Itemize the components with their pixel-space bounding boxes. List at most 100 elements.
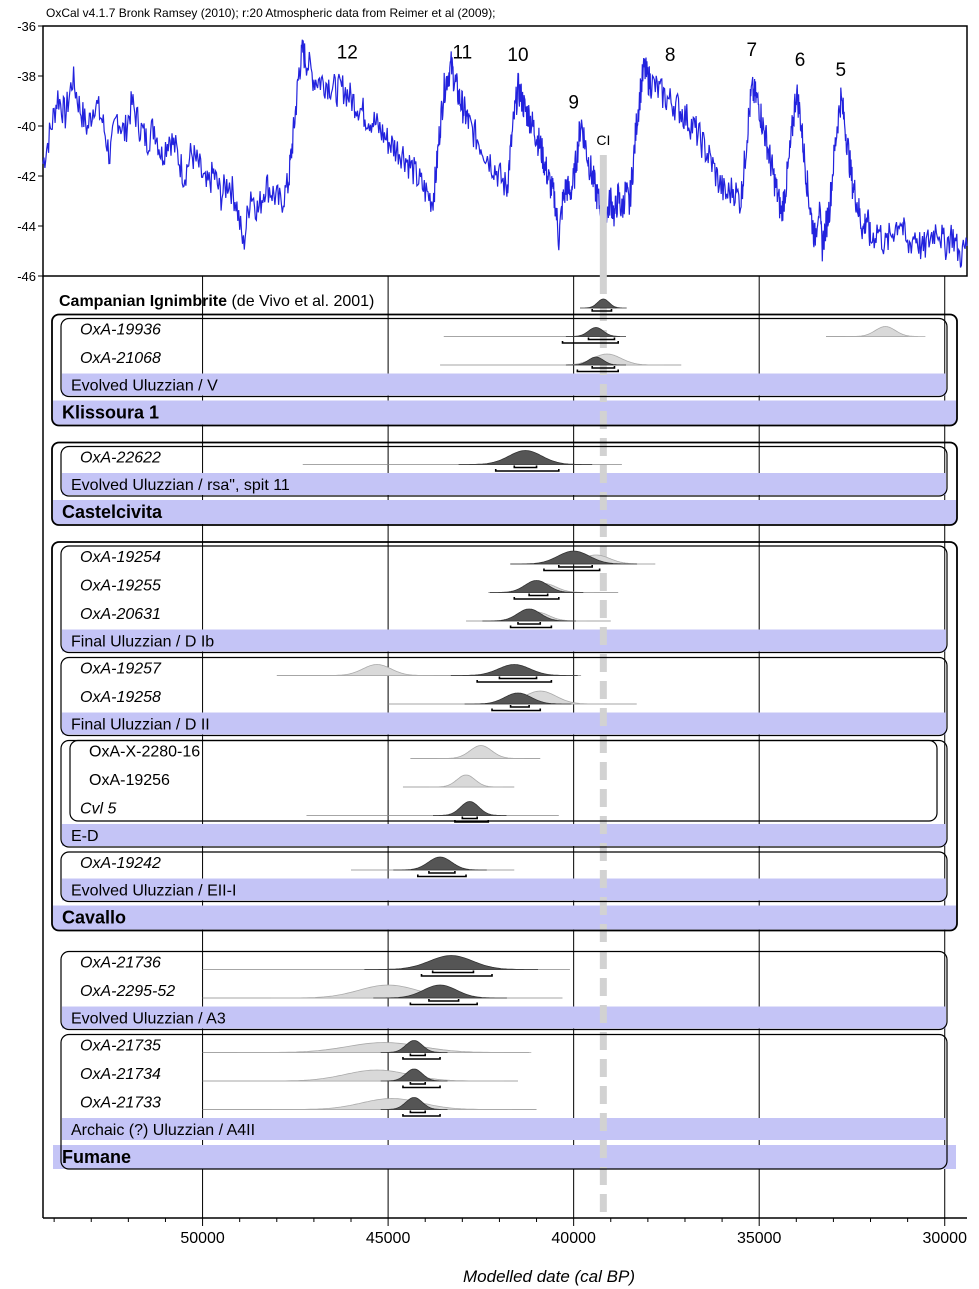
event-label: 8 xyxy=(665,45,676,66)
range-bracket xyxy=(409,1110,427,1114)
posterior-distribution xyxy=(450,664,578,676)
posterior-distribution xyxy=(393,856,487,871)
phase-band xyxy=(62,1006,946,1029)
posterior-distribution xyxy=(364,955,538,970)
phase-band xyxy=(62,473,946,495)
y-tick-label: -42 xyxy=(17,169,36,184)
x-tick-label: 35000 xyxy=(737,1230,782,1247)
sample-label: OxA-19242 xyxy=(80,855,161,872)
y-tick-label: -40 xyxy=(17,119,36,134)
phase-label: Archaic (?) Uluzzian / A4II xyxy=(71,1122,255,1139)
phase-band xyxy=(62,373,946,396)
group-box xyxy=(60,656,948,737)
posterior-distribution xyxy=(580,298,627,309)
range-bracket xyxy=(409,1002,478,1006)
posterior-distribution xyxy=(380,1040,448,1053)
posterior-distribution xyxy=(380,1097,448,1110)
event-label: 11 xyxy=(452,43,472,64)
sample-label: OxA-22622 xyxy=(80,450,161,467)
sample-label: OxA-19257 xyxy=(80,661,162,678)
x-axis-label: Modelled date (cal BP) xyxy=(463,1267,635,1286)
group-box xyxy=(51,541,958,932)
prior-distribution xyxy=(437,745,525,759)
x-tick-label: 40000 xyxy=(551,1230,596,1247)
range-bracket xyxy=(517,622,542,625)
site-band xyxy=(53,400,956,425)
x-tick-label: 45000 xyxy=(366,1230,411,1247)
site-band xyxy=(53,500,956,524)
phase-band xyxy=(62,629,946,652)
event-label: 7 xyxy=(746,40,757,61)
sample-label: OxA-21735 xyxy=(80,1038,161,1055)
sample-label: OxA-19254 xyxy=(80,549,161,566)
sample-label: OxA-19258 xyxy=(80,689,161,706)
phase-label: Evolved Uluzzian / EII-I xyxy=(71,883,236,900)
prior-distribution xyxy=(237,1042,532,1053)
sample-label: Campanian Ignimbrite (de Vivo et al. 200… xyxy=(59,293,374,310)
posterior-distribution xyxy=(464,692,572,705)
range-bracket xyxy=(528,593,549,597)
range-bracket xyxy=(428,871,456,874)
posterior-distribution xyxy=(373,984,507,999)
group-box xyxy=(69,739,938,822)
prior-distribution xyxy=(250,1069,504,1082)
prior-distribution xyxy=(845,326,926,337)
range-bracket xyxy=(402,1114,441,1117)
prior-distribution xyxy=(271,1098,513,1110)
posterior-distribution xyxy=(380,1068,448,1082)
group-box xyxy=(60,545,948,654)
prior-distribution xyxy=(429,774,503,788)
range-bracket xyxy=(576,369,619,373)
x-axis: 50000 45000 40000 35000 30000 xyxy=(42,276,967,1247)
range-bracket xyxy=(491,708,542,712)
sample-label: OxA-21733 xyxy=(80,1095,161,1112)
y-tick-label: -36 xyxy=(17,19,36,34)
event-label: 9 xyxy=(568,93,579,114)
sample-label: OxA-21068 xyxy=(80,350,161,367)
x-tick-label: 50000 xyxy=(180,1230,225,1247)
range-bracket xyxy=(509,625,553,629)
site-band xyxy=(53,905,956,930)
phase-band xyxy=(62,824,946,846)
posterior-distribution xyxy=(565,356,626,366)
range-bracket xyxy=(428,999,460,1002)
sample-label: OxA-19256 xyxy=(89,772,170,789)
range-bracket xyxy=(509,705,530,708)
sample-label: OxA-X-2280-16 xyxy=(89,744,200,761)
range-bracket xyxy=(454,820,490,823)
sample-label: OxA-19936 xyxy=(80,322,161,339)
range-bracket xyxy=(587,337,616,341)
group-box xyxy=(60,445,948,497)
sample-source: (de Vivo et al. 2001) xyxy=(227,293,374,310)
range-bracket xyxy=(591,309,613,312)
sample-label: OxA-20631 xyxy=(80,606,161,623)
y-tick-label: -38 xyxy=(17,69,36,84)
climate-frame xyxy=(42,25,968,277)
ci-marker-label: CI xyxy=(596,132,610,148)
group-box xyxy=(51,441,958,526)
prior-distribution xyxy=(320,664,434,676)
sample-label: OxA-21736 xyxy=(80,955,161,972)
phase-label: Evolved Uluzzian / A3 xyxy=(71,1011,226,1028)
site-label: Klissoura 1 xyxy=(62,403,159,423)
range-bracket xyxy=(591,366,616,369)
phase-label: Evolved Uluzzian / rsa", spit 11 xyxy=(71,477,290,494)
posterior-distribution xyxy=(510,550,638,565)
range-bracket xyxy=(402,1057,441,1060)
phase-band xyxy=(62,878,946,901)
range-bracket xyxy=(513,597,560,600)
range-bracket xyxy=(420,974,493,977)
phase-label: E-D xyxy=(71,828,99,845)
phase-label: Evolved Uluzzian / V xyxy=(71,378,218,395)
sample-name: Campanian Ignimbrite xyxy=(59,293,227,310)
phase-label: Final Uluzzian / D Ib xyxy=(71,634,214,651)
event-label: 6 xyxy=(795,50,806,71)
site-label: Cavallo xyxy=(62,908,126,928)
sample-label: OxA-19255 xyxy=(80,578,161,595)
sample-label: OxA-2295-52 xyxy=(80,983,175,1000)
range-bracket xyxy=(409,1053,427,1057)
range-bracket xyxy=(461,816,478,820)
climate-panel: -36 -38 -40 -42 -44 -46 12 11 10 9 8 7 6 5 CI xyxy=(17,19,968,284)
posterior-distribution xyxy=(565,327,626,337)
range-bracket xyxy=(543,568,601,572)
